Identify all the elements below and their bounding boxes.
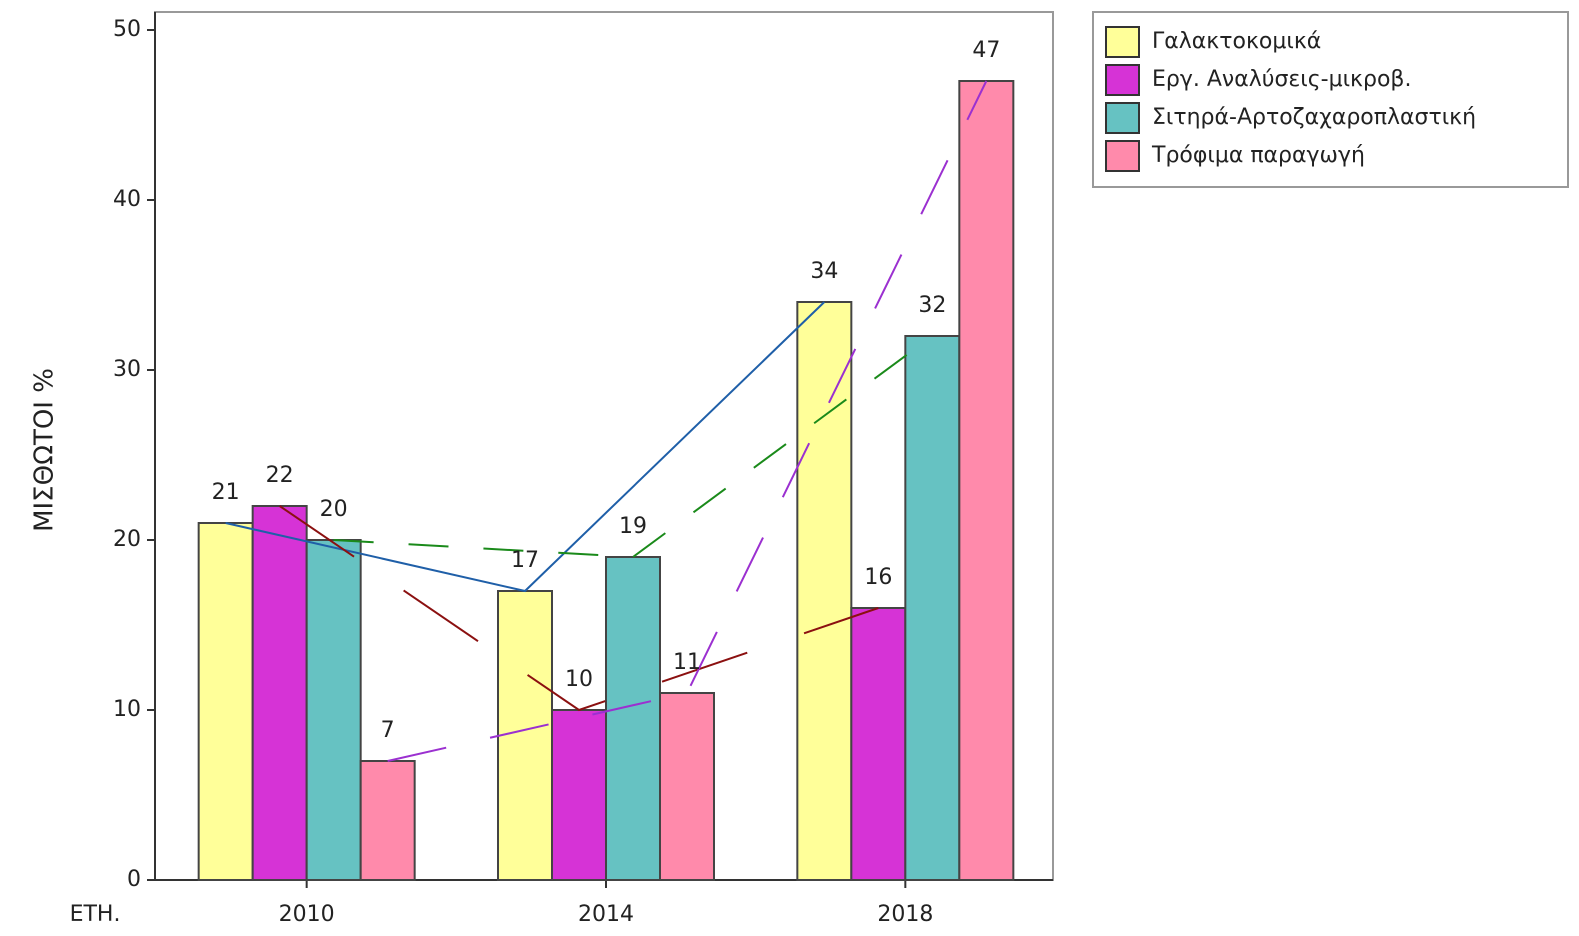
x-tick-label: 2018 [877, 902, 933, 927]
bar [605, 556, 661, 881]
y-tick-label: 50 [113, 17, 141, 42]
data-label: 34 [810, 259, 838, 284]
bar [497, 590, 553, 881]
y-tick-label: 0 [127, 867, 141, 892]
trend-line [225, 301, 826, 593]
bar [551, 709, 607, 881]
bar [796, 301, 853, 881]
trend-line [387, 80, 988, 762]
data-label: 21 [212, 480, 240, 505]
data-label: 47 [972, 38, 1000, 63]
bar [305, 539, 362, 881]
legend-swatch [1105, 102, 1140, 134]
trend-line [279, 505, 879, 712]
data-label: 20 [320, 497, 348, 522]
data-label: 32 [918, 293, 946, 318]
legend-label: Τρόφιμα παραγωγή [1151, 143, 1365, 168]
x-axis-label: ΕΤΗ. [70, 902, 121, 927]
y-axis-label: ΜΙΣΘΩΤΟΙ % [30, 368, 60, 532]
legend-box [1092, 11, 1569, 188]
legend-label: Γαλακτοκομικά [1152, 29, 1321, 54]
data-label: 17 [511, 548, 539, 573]
bar [958, 80, 1015, 881]
bar [251, 505, 308, 881]
legend-swatch [1105, 26, 1140, 58]
y-tick-label: 40 [113, 187, 141, 212]
data-label: 10 [565, 667, 593, 692]
data-label: 16 [864, 565, 892, 590]
legend-swatch [1105, 64, 1140, 96]
data-label: 22 [266, 463, 294, 488]
data-label: 11 [673, 650, 701, 675]
legend-swatch [1105, 140, 1140, 172]
data-label: 7 [381, 718, 395, 743]
y-tick-label: 20 [113, 527, 141, 552]
bar [904, 335, 961, 881]
data-label: 19 [619, 514, 647, 539]
legend-label: Σιτηρά-Αρτοζαχαροπλαστική [1152, 105, 1476, 130]
bar [659, 692, 715, 881]
bar [850, 607, 907, 881]
x-tick-label: 2014 [578, 902, 634, 927]
x-tick-label: 2010 [279, 902, 335, 927]
bar [197, 522, 254, 881]
legend-label: Εργ. Αναλύσεις-μικροβ. [1152, 67, 1411, 92]
trend-line [333, 335, 933, 559]
bar [359, 760, 416, 881]
y-tick-label: 10 [113, 697, 141, 722]
y-tick-label: 30 [113, 357, 141, 382]
